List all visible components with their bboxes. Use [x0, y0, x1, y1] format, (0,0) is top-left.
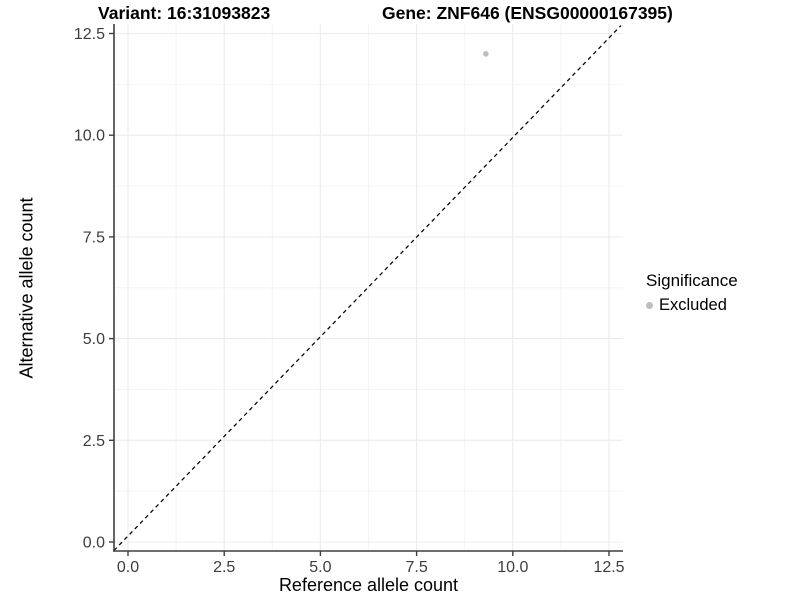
y-tick-label: 7.5 — [83, 229, 105, 246]
y-tick-label: 12.5 — [74, 26, 105, 43]
x-tick-label: 5.0 — [309, 559, 331, 576]
legend-item-excluded: Excluded — [646, 296, 738, 315]
legend: Significance Excluded — [646, 271, 738, 315]
plot-title-gene: Gene: ZNF646 (ENSG00000167395) — [382, 3, 673, 23]
y-tick-label: 0.0 — [83, 535, 105, 552]
legend-item-label: Excluded — [659, 296, 727, 314]
x-tick-label: 2.5 — [213, 559, 235, 576]
y-tick-label: 10.0 — [74, 128, 105, 145]
x-tick-label: 12.5 — [593, 559, 624, 576]
plot-title-variant: Variant: 16:31093823 — [98, 3, 271, 23]
y-tick-label: 5.0 — [83, 331, 105, 348]
excluded-point-swatch-icon — [646, 302, 653, 309]
y-tick-label: 2.5 — [83, 433, 105, 450]
x-tick-label: 10.0 — [497, 559, 528, 576]
identity-diagonal-line — [113, 25, 622, 551]
legend-title: Significance — [646, 271, 738, 290]
data-point-excluded — [483, 51, 489, 57]
x-tick-label: 0.0 — [117, 559, 139, 576]
x-tick-label: 7.5 — [405, 559, 427, 576]
x-axis-title: Reference allele count — [278, 575, 459, 595]
